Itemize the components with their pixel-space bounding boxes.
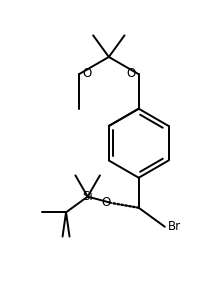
- Text: Br: Br: [168, 220, 181, 233]
- Text: Si: Si: [82, 190, 93, 203]
- Text: O: O: [102, 196, 111, 209]
- Text: O: O: [126, 67, 136, 80]
- Text: O: O: [82, 67, 91, 80]
